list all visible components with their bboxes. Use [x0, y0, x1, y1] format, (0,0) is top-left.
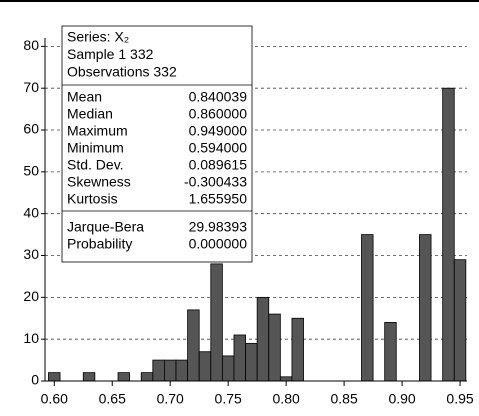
- stats-value: 29.98393: [189, 219, 248, 235]
- bar: [82, 372, 96, 382]
- stats-label: Probability: [67, 236, 132, 252]
- stats-label: Skewness: [67, 174, 131, 190]
- y-tick-label: 30: [23, 246, 39, 262]
- stats-value: 0.000000: [189, 236, 248, 252]
- x-tick-label: 0.65: [99, 391, 126, 407]
- bar: [268, 313, 281, 382]
- stats-value: 0.949000: [189, 123, 248, 139]
- bar: [187, 309, 200, 382]
- y-tick-label: 80: [23, 37, 39, 53]
- bar: [210, 263, 223, 382]
- stats-header: Series: X₂: [67, 29, 129, 45]
- y-tick-label: 0: [31, 372, 39, 388]
- bar: [361, 234, 374, 382]
- y-tick-label: 40: [23, 204, 39, 220]
- y-tick-label: 60: [23, 121, 39, 137]
- y-tick-label: 20: [23, 288, 39, 304]
- x-tick-label: 0.85: [330, 391, 357, 407]
- bar: [453, 259, 467, 382]
- stats-value: 0.594000: [189, 140, 248, 156]
- stats-value: -0.300433: [184, 174, 247, 190]
- stats-label: Maximum: [67, 123, 128, 139]
- y-tick-label: 70: [23, 79, 39, 95]
- stats-label: Jarque-Bera: [67, 219, 144, 235]
- bar: [175, 359, 188, 382]
- stats-label: Std. Dev.: [67, 157, 124, 173]
- bar: [291, 317, 304, 382]
- stats-value: 0.860000: [189, 106, 248, 122]
- stats-header: Observations 332: [67, 64, 177, 80]
- stats-label: Kurtosis: [67, 191, 118, 207]
- bar: [256, 296, 270, 382]
- stats-value: 0.089615: [189, 157, 248, 173]
- x-tick-label: 0.90: [388, 391, 415, 407]
- stats-value: 1.655950: [189, 191, 248, 207]
- x-tick-label: 0.95: [446, 391, 473, 407]
- bar: [221, 355, 235, 382]
- bar: [48, 372, 61, 382]
- x-tick-label: 0.70: [157, 391, 184, 407]
- bar: [245, 342, 258, 382]
- stats-label: Median: [67, 106, 113, 122]
- bar: [140, 372, 154, 382]
- bar: [384, 322, 397, 382]
- stats-label: Mean: [67, 89, 102, 105]
- stats-header: Sample 1 332: [67, 46, 154, 62]
- bar: [117, 372, 131, 382]
- bar: [233, 334, 246, 382]
- bar: [164, 359, 177, 382]
- stats-value: 0.840039: [189, 89, 248, 105]
- stats-box: [61, 25, 253, 263]
- x-tick-label: 0.75: [215, 391, 242, 407]
- y-tick-label: 50: [23, 163, 39, 179]
- stats-label: Minimum: [67, 140, 124, 156]
- x-tick-label: 0.60: [41, 391, 68, 407]
- bar: [198, 351, 212, 382]
- y-tick-label: 10: [23, 330, 39, 346]
- bar: [442, 87, 455, 382]
- bar: [152, 359, 165, 382]
- bar: [419, 234, 432, 382]
- bar: [279, 376, 293, 382]
- x-tick-label: 0.80: [273, 391, 300, 407]
